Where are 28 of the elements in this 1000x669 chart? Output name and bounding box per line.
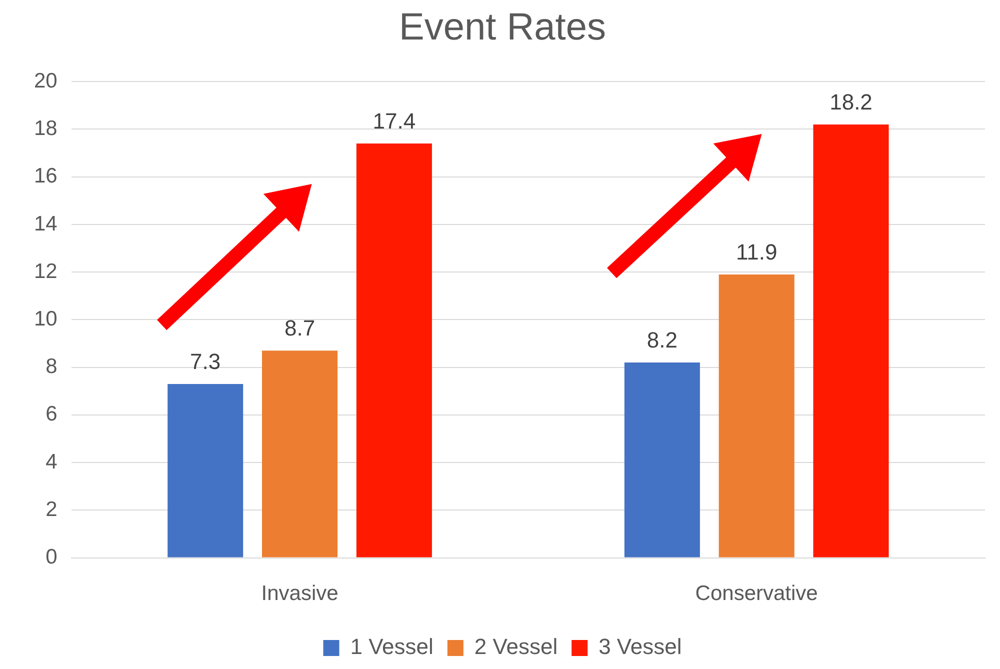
chart-title: Event Rates [399,6,606,48]
data-label: 18.2 [830,90,872,115]
y-tick-label: 12 [34,260,58,283]
bar [262,350,338,558]
y-tick-label: 20 [34,69,58,92]
y-tick-label: 0 [46,546,58,569]
y-tick-label: 14 [34,212,58,236]
bar [813,124,889,558]
y-tick-label: 18 [34,117,58,140]
legend-label: 2 Vessel [474,634,558,660]
data-label: 17.4 [372,108,416,134]
bar [624,362,700,558]
legend-label: 1 Vessel [350,634,434,660]
y-tick-label: 8 [46,355,58,378]
data-label: 8.7 [284,316,316,341]
data-label: 11.9 [736,240,778,265]
y-tick-label: 4 [46,450,58,474]
y-tick-label: 6 [46,402,58,426]
x-tick-label: Invasive [261,582,338,606]
bar [356,144,432,558]
legend-label: 3 Vessel [598,634,682,660]
data-label: 8.2 [646,328,678,353]
data-label: 7.3 [190,349,221,374]
y-tick-label: 16 [34,164,58,188]
x-tick-label: Conservative [695,582,818,606]
y-tick-label: 10 [34,307,58,330]
y-tick-label: 2 [46,498,58,521]
bar [168,384,244,558]
